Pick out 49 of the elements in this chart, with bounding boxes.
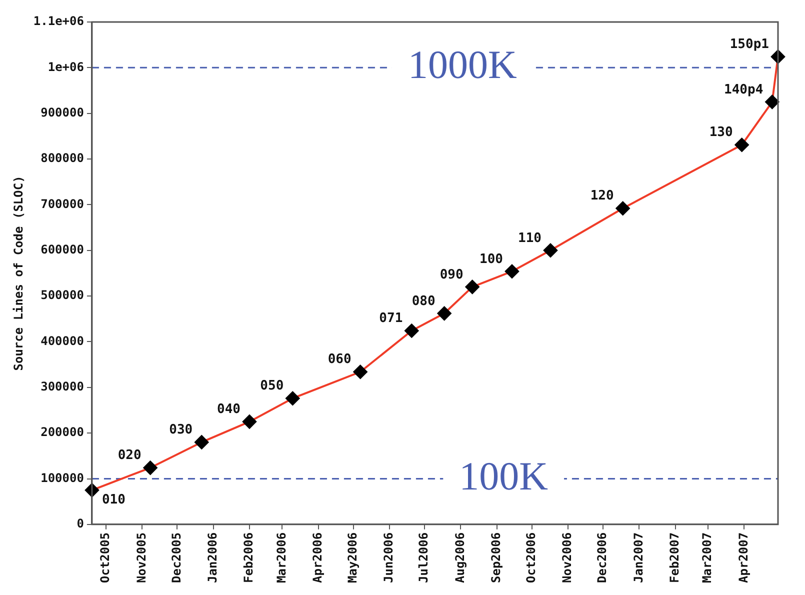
annotation: 110 — [518, 230, 542, 246]
x-tick-label: Apr2007 — [736, 532, 750, 584]
ref-line-label: 100K — [459, 453, 548, 498]
x-tick-label: Feb2006 — [242, 532, 256, 584]
x-tick-label: Oct2005 — [98, 532, 112, 584]
annotation: 090 — [440, 267, 464, 282]
annotation: 040 — [216, 402, 241, 418]
annotation: 071 — [379, 311, 403, 326]
annotation: 130 — [709, 125, 733, 140]
y-tick-label: 700000 — [40, 196, 84, 211]
y-tick-label: 600000 — [40, 242, 84, 256]
annotation: 030 — [169, 422, 193, 438]
annotation: 020 — [118, 448, 142, 464]
x-tick-label: Jan2007 — [631, 532, 646, 584]
y-tick-label: 1.1e+06 — [33, 14, 84, 28]
y-tick-label: 900000 — [40, 105, 84, 120]
y-tick-label: 400000 — [40, 334, 84, 348]
x-tick-label: Jun2006 — [382, 532, 396, 584]
y-tick-label: 1e+06 — [48, 60, 84, 74]
x-tick-label: Jul2006 — [416, 532, 431, 584]
x-tick-label: Nov2006 — [560, 532, 574, 584]
x-tick-label: Jan2006 — [205, 532, 220, 584]
y-tick-label: 200000 — [40, 425, 84, 440]
annotation: 100 — [480, 252, 504, 267]
annotation: 010 — [102, 492, 126, 508]
annotation: 080 — [412, 294, 436, 309]
x-tick-label: Sep2006 — [488, 532, 503, 584]
x-tick-label: Oct2006 — [524, 532, 538, 584]
x-tick-label: Feb2007 — [667, 532, 682, 584]
x-tick-label: Aug2006 — [452, 532, 467, 584]
annotation: 050 — [260, 378, 284, 394]
y-tick-label: 100000 — [40, 470, 84, 485]
annotation: 140p4 — [724, 82, 764, 98]
x-tick-label: Apr2006 — [310, 532, 324, 584]
x-tick-label: Mar2007 — [700, 532, 714, 584]
y-tick-label: 800000 — [40, 151, 84, 166]
annotation: 120 — [590, 188, 614, 204]
x-tick-label: Nov2005 — [134, 532, 148, 584]
x-tick-label: Dec2006 — [595, 532, 610, 584]
annotation: 060 — [328, 352, 352, 368]
x-tick-label: Dec2005 — [169, 532, 184, 584]
y-tick-label: 300000 — [40, 380, 84, 394]
y-tick-label: 0 — [76, 516, 84, 531]
x-tick-label: May2006 — [345, 532, 360, 584]
ref-line-label: 1000K — [408, 42, 517, 88]
x-tick-label: Mar2006 — [274, 532, 288, 584]
annotation: 150p1 — [730, 37, 770, 52]
y-tick-label: 500000 — [40, 288, 84, 302]
y-axis-title: Source Lines of Code (SLOC) — [11, 176, 26, 371]
